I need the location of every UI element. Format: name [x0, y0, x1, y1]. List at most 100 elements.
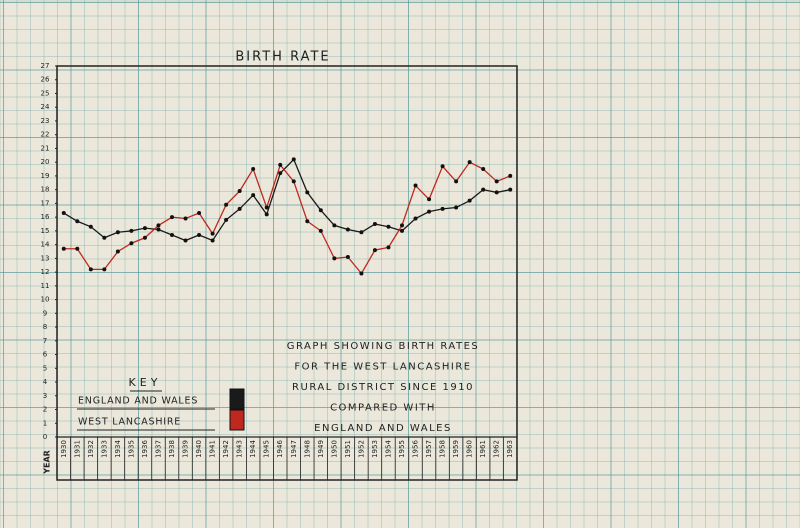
data-point: [142, 226, 147, 231]
x-tick-label: 1961: [479, 440, 487, 458]
legend-title: KEY: [129, 376, 162, 389]
data-point: [508, 187, 513, 192]
data-point: [278, 171, 283, 176]
y-tick-label: 6: [43, 351, 48, 359]
data-point: [75, 246, 80, 251]
x-tick-label: 1932: [87, 440, 95, 458]
data-point: [102, 235, 107, 240]
x-tick-label: 1956: [412, 440, 420, 458]
data-point: [359, 271, 364, 276]
data-point: [454, 205, 459, 210]
data-point: [210, 238, 215, 243]
data-point: [197, 211, 202, 216]
data-point: [508, 173, 513, 178]
data-point: [400, 223, 404, 228]
y-tick-label: 26: [41, 76, 50, 84]
data-point: [318, 228, 323, 233]
x-tick-label: 1946: [276, 440, 284, 458]
legend: ENGLAND AND WALES WEST LANCASHIRE: [77, 388, 245, 431]
data-point: [400, 228, 404, 233]
x-tick-label: 1934: [114, 440, 122, 458]
data-point: [427, 209, 432, 214]
y-tick-label: 10: [41, 296, 50, 304]
y-tick-label: 25: [41, 89, 50, 97]
data-point: [264, 205, 269, 210]
x-tick-label: 1944: [249, 440, 257, 458]
x-axis-label: YEAR: [43, 450, 52, 475]
data-point: [413, 183, 418, 188]
data-point: [291, 179, 296, 184]
y-tick-label: 12: [41, 268, 50, 276]
x-tick-label: 1962: [493, 440, 501, 458]
y-tick-label: 3: [43, 392, 47, 400]
y-tick-label: 2: [43, 406, 47, 414]
data-point: [224, 202, 229, 207]
x-tick-label: 1953: [371, 440, 379, 458]
x-tick-label: 1949: [317, 440, 325, 458]
data-point: [170, 215, 174, 220]
y-tick-label: 15: [41, 227, 50, 235]
data-point: [481, 187, 486, 192]
data-point: [210, 231, 215, 236]
data-point: [454, 179, 459, 184]
x-tick-label: 1963: [506, 440, 514, 458]
data-point: [440, 206, 445, 211]
chart-title: BIRTH RATE: [235, 50, 330, 65]
data-point: [251, 193, 256, 198]
y-tick-label: 11: [41, 282, 50, 290]
data-point: [494, 190, 499, 195]
x-tick-label: 1935: [127, 440, 135, 458]
data-point: [197, 233, 202, 238]
y-tick-label: 7: [43, 337, 47, 345]
y-tick-label: 4: [43, 378, 48, 386]
y-tick-label: 16: [41, 213, 50, 221]
x-tick-label: 1960: [466, 440, 474, 458]
annotation-line: ENGLAND AND WALES: [314, 423, 452, 434]
data-point: [156, 223, 161, 228]
y-tick-label: 18: [41, 186, 50, 194]
data-point: [372, 248, 377, 253]
y-tick-label: 27: [41, 62, 50, 70]
data-point: [183, 216, 188, 221]
x-tick-label: 1951: [344, 440, 352, 458]
x-tick-label: 1959: [452, 440, 460, 458]
x-tick-label: 1936: [141, 440, 149, 458]
data-point: [305, 190, 310, 195]
data-point: [318, 208, 323, 213]
data-point: [237, 189, 242, 194]
data-point: [345, 227, 350, 232]
data-point: [75, 219, 80, 224]
y-tick-label: 21: [41, 144, 50, 152]
data-point: [156, 227, 161, 232]
y-tick-label: 13: [41, 254, 50, 262]
x-tick-label: 1958: [439, 440, 447, 458]
data-point: [372, 222, 377, 227]
annotation-line: COMPARED WITH: [330, 403, 436, 414]
data-point: [251, 167, 256, 172]
x-tick-label: 1955: [398, 440, 406, 458]
annotation-line: GRAPH SHOWING BIRTH RATES: [287, 341, 480, 352]
data-point: [386, 224, 391, 229]
data-point: [170, 233, 174, 238]
x-tick-label: 1939: [182, 440, 190, 458]
x-tick-label: 1942: [222, 440, 230, 458]
x-tick-label: 1937: [154, 440, 162, 458]
data-point: [467, 160, 472, 165]
series-line: [63, 158, 511, 242]
data-point: [61, 246, 66, 251]
y-tick-label: 9: [43, 309, 47, 317]
data-point: [494, 179, 499, 184]
series-line: [63, 161, 511, 275]
x-tick-label: 1945: [263, 440, 271, 458]
y-tick-label: 14: [41, 241, 50, 249]
x-tick-label: 1954: [384, 440, 392, 458]
y-tick-label: 0: [43, 433, 47, 441]
data-point: [305, 219, 310, 224]
data-point: [129, 241, 134, 246]
data-point: [224, 217, 229, 222]
data-point: [413, 216, 418, 221]
data-point: [183, 238, 188, 243]
x-tick-label: 1933: [100, 440, 108, 458]
x-tick-label: 1941: [209, 440, 217, 458]
